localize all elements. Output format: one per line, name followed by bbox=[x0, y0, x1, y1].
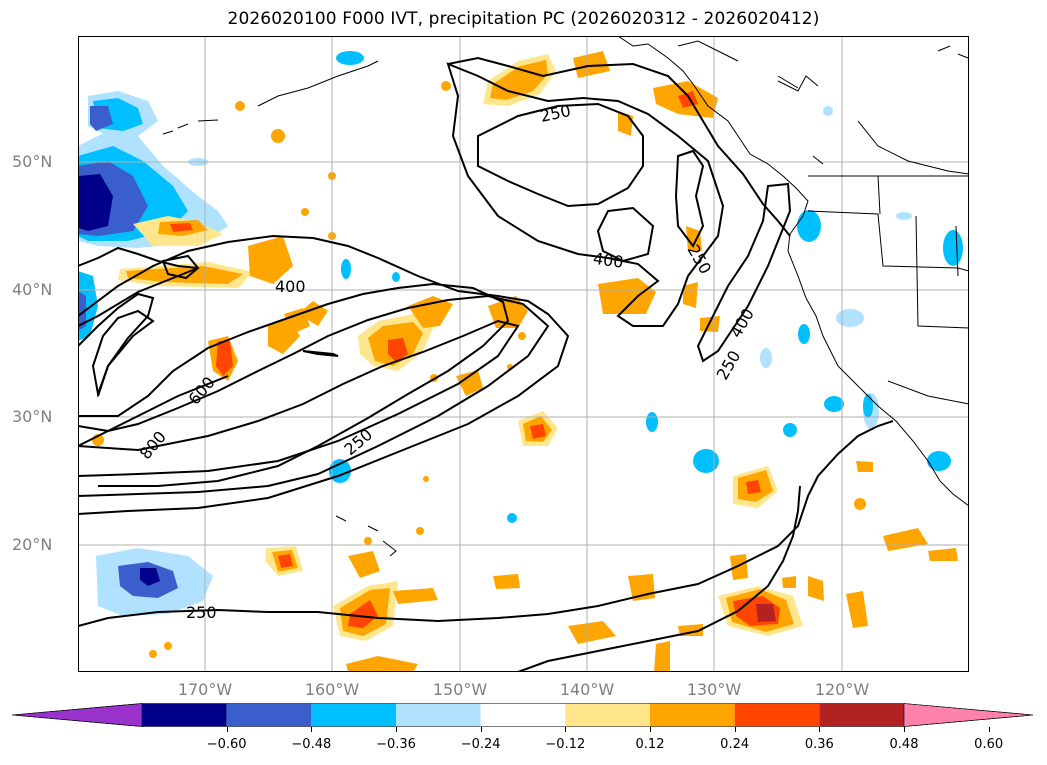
colorbar-segment bbox=[311, 703, 396, 727]
colorbar-tick-label: 0.12 bbox=[635, 737, 665, 752]
colorbar-segment bbox=[650, 703, 735, 727]
contour-label: 400 bbox=[275, 277, 306, 296]
colorbar-tick-label: −0.24 bbox=[460, 737, 501, 752]
coastlines bbox=[162, 36, 969, 557]
colorbar-tick-mark bbox=[480, 727, 482, 732]
negative-anomaly-fills bbox=[78, 51, 963, 616]
colorbar-tick-mark bbox=[311, 727, 313, 732]
colorbar-tick-mark bbox=[226, 727, 228, 732]
lon-label-150w: 150°W bbox=[432, 680, 488, 699]
colorbar-segment bbox=[396, 703, 481, 727]
map-title: 2026020100 F000 IVT, precipitation PC (2… bbox=[227, 9, 820, 29]
positive-anomaly-fills bbox=[92, 51, 958, 672]
colorbar-tick-mark bbox=[988, 727, 990, 732]
colorbar-segment bbox=[565, 703, 650, 727]
colorbar-segment bbox=[142, 703, 227, 727]
colorbar-segment bbox=[819, 703, 904, 727]
colorbar bbox=[12, 703, 1034, 727]
colorbar-tick-label: 0.24 bbox=[720, 737, 750, 752]
colorbar-tick-label: 0.60 bbox=[974, 737, 1004, 752]
colorbar-extend-low bbox=[12, 703, 143, 727]
lat-label-20n: 20°N bbox=[12, 535, 53, 554]
colorbar-tick-mark bbox=[565, 727, 567, 732]
colorbar-tick-mark bbox=[904, 727, 905, 732]
contour-label: 400 bbox=[726, 305, 758, 341]
ivt-contours bbox=[78, 56, 894, 672]
colorbar-tick-mark bbox=[396, 727, 397, 732]
lat-label-50n: 50°N bbox=[12, 152, 53, 171]
colorbar-segment bbox=[480, 703, 566, 727]
lat-label-40n: 40°N bbox=[12, 280, 53, 299]
map-panel: 250 400 400 600 800 250 250 400 250 250 bbox=[78, 36, 969, 672]
colorbar-tick-label: −0.60 bbox=[206, 737, 247, 752]
lon-label-170w: 170°W bbox=[177, 680, 233, 699]
colorbar-tick-label: −0.36 bbox=[376, 737, 416, 752]
map-canvas: 250 400 400 600 800 250 250 400 250 250 bbox=[78, 36, 969, 672]
lon-label-140w: 140°W bbox=[559, 680, 615, 699]
colorbar-tick-label: 0.48 bbox=[889, 737, 919, 752]
colorbar-tick-label: −0.12 bbox=[545, 737, 586, 752]
lon-label-120w: 120°W bbox=[814, 680, 870, 699]
contour-label: 400 bbox=[592, 249, 625, 272]
lon-label-160w: 160°W bbox=[304, 680, 360, 699]
colorbar-segment bbox=[734, 703, 820, 727]
colorbar-tick-mark bbox=[734, 727, 736, 732]
colorbar-tick-mark bbox=[819, 727, 821, 732]
contour-label: 800 bbox=[136, 427, 170, 463]
lon-label-130w: 130°W bbox=[686, 680, 742, 699]
colorbar-extend-high bbox=[903, 703, 1034, 727]
contour-label: 250 bbox=[539, 101, 573, 126]
lat-label-30n: 30°N bbox=[12, 407, 53, 426]
colorbar-tick-mark bbox=[650, 727, 651, 732]
contour-label: 250 bbox=[186, 603, 217, 622]
colorbar-outline bbox=[12, 703, 1034, 727]
colorbar-segment bbox=[226, 703, 312, 727]
colorbar-tick-label: 0.36 bbox=[804, 737, 834, 752]
colorbar-tick-label: −0.48 bbox=[291, 737, 332, 752]
